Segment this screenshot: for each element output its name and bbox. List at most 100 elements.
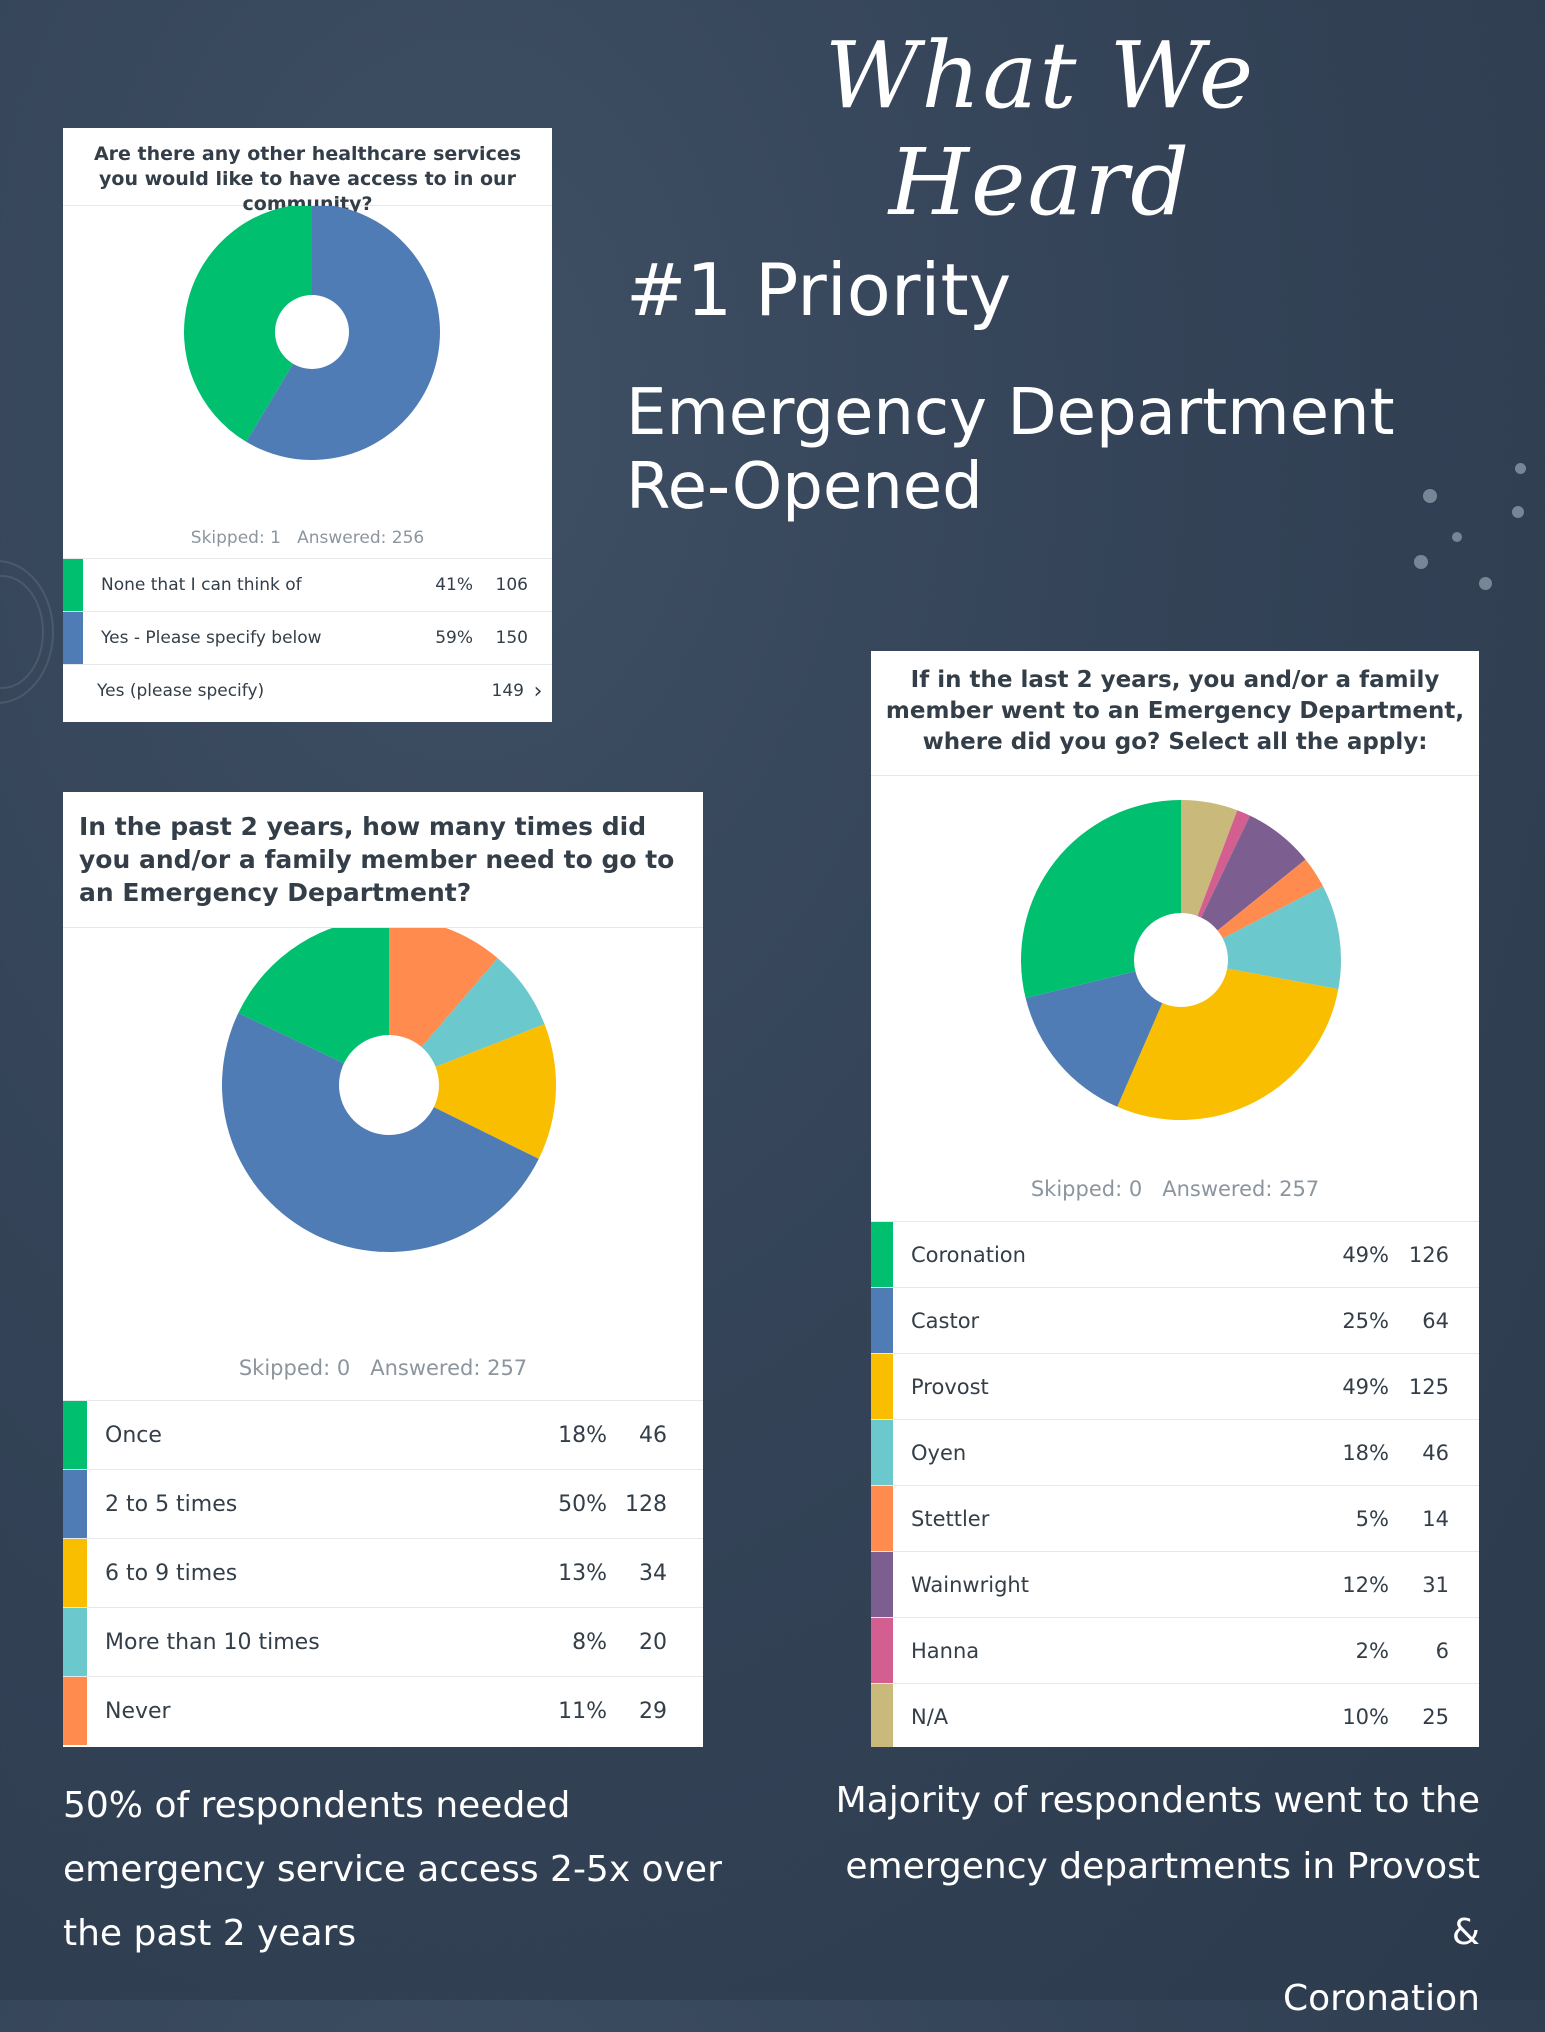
legend-percent: 8% <box>572 1629 607 1655</box>
legend-swatch <box>63 612 83 664</box>
legend-row: Never 11% 29 <box>63 1676 703 1745</box>
legend-percent: 50% <box>558 1491 607 1517</box>
legend-label: Stettler <box>911 1506 990 1531</box>
other-responses-label: Yes (please specify) <box>97 681 265 701</box>
priority-heading: #1 Priority <box>626 248 1012 332</box>
chevron-right-icon[interactable]: › <box>533 678 543 704</box>
legend-swatch <box>871 1486 893 1551</box>
pie-slice-more-than-10-times <box>389 958 545 1085</box>
legend-swatch <box>871 1552 893 1617</box>
legend-row: Oyen 18% 46 <box>871 1419 1479 1485</box>
legend-percent: 2% <box>1355 1638 1389 1663</box>
legend-swatch <box>871 1288 893 1353</box>
caption-right: Majority of respondents went to the emer… <box>820 1768 1480 2032</box>
decorative-dot <box>1512 506 1524 518</box>
legend-count: 106 <box>495 575 528 595</box>
legend-row: Castor 25% 64 <box>871 1287 1479 1353</box>
caption-left: 50% of respondents needed emergency serv… <box>63 1785 722 1954</box>
legend-row: 2 to 5 times 50% 128 <box>63 1469 703 1538</box>
survey-question: Are there any other healthcare services … <box>63 128 552 215</box>
legend-count: 29 <box>639 1698 667 1724</box>
legend-swatch <box>63 1677 87 1745</box>
legend-percent: 25% <box>1342 1308 1389 1333</box>
pie-slice-none-that-i-can-think-of <box>184 206 312 442</box>
legend-percent: 59% <box>435 628 473 648</box>
legend-swatch <box>871 1354 893 1419</box>
legend-swatch <box>63 559 83 611</box>
legend-count: 20 <box>639 1629 667 1655</box>
legend-count: 46 <box>1422 1440 1449 1465</box>
legend-label: N/A <box>911 1704 949 1729</box>
legend-swatch <box>871 1684 893 1747</box>
legend-count: 14 <box>1422 1506 1449 1531</box>
page-title: What We Heard <box>824 22 1256 236</box>
legend-label: Coronation <box>911 1242 1026 1267</box>
decorative-dot <box>1414 555 1428 569</box>
survey-card-services: Are there any other healthcare services … <box>63 128 552 722</box>
decorative-dot <box>1515 463 1526 474</box>
headline-line-1: Emergency Department <box>626 376 1395 450</box>
decorative-dot <box>1479 577 1492 590</box>
legend-count: 150 <box>495 628 528 648</box>
survey-card-ed-visits: In the past 2 years, how many times did … <box>63 792 703 1747</box>
legend-row: Yes - Please specify below 59% 150 <box>63 611 552 664</box>
legend-label: 6 to 9 times <box>105 1560 238 1586</box>
legend-count: 31 <box>1422 1572 1449 1597</box>
legend-percent: 12% <box>1342 1572 1389 1597</box>
pie-chart <box>1021 800 1341 1120</box>
decorative-dot <box>1423 489 1437 503</box>
legend-percent: 5% <box>1355 1506 1389 1531</box>
survey-question: In the past 2 years, how many times did … <box>63 792 703 928</box>
legend-row: Stettler 5% 14 <box>871 1485 1479 1551</box>
legend-percent: 18% <box>558 1422 607 1448</box>
pie-slice-wainwright <box>1181 815 1306 960</box>
legend-row: Wainwright 12% 31 <box>871 1551 1479 1617</box>
legend-percent: 41% <box>435 575 473 595</box>
decorative-dot <box>1452 532 1462 542</box>
legend-row: Once 18% 46 <box>63 1400 703 1469</box>
legend-count: 34 <box>639 1560 667 1586</box>
pie-center-hole <box>1134 913 1228 1007</box>
legend-label: None that I can think of <box>101 575 302 595</box>
legend-swatch <box>63 1470 87 1538</box>
survey-card-ed-locations: If in the last 2 years, you and/or a fam… <box>871 651 1479 1747</box>
legend-percent: 13% <box>558 1560 607 1586</box>
legend-count: 64 <box>1422 1308 1449 1333</box>
pie-center-hole <box>275 295 349 369</box>
legend-label: 2 to 5 times <box>105 1491 238 1517</box>
survey-question: If in the last 2 years, you and/or a fam… <box>871 651 1479 776</box>
legend-swatch <box>63 1401 87 1469</box>
legend-label: Yes - Please specify below <box>101 628 322 648</box>
other-responses-row[interactable]: Yes (please specify) 149 › <box>63 664 552 717</box>
legend-label: Hanna <box>911 1638 980 1663</box>
legend-count: 25 <box>1422 1704 1449 1729</box>
caption-right-line-2: emergency departments in Provost & <box>845 1846 1480 1953</box>
legend-label: Provost <box>911 1374 989 1399</box>
legend-percent: 18% <box>1342 1440 1389 1465</box>
legend-row: 6 to 9 times 13% 34 <box>63 1538 703 1607</box>
pie-slice-castor <box>1025 960 1181 1107</box>
pie-slice-6-to-9-times <box>389 1024 556 1159</box>
legend-row: None that I can think of 41% 106 <box>63 558 552 611</box>
legend-label: Oyen <box>911 1440 967 1465</box>
other-responses-count: 149 <box>491 681 524 701</box>
legend-percent: 11% <box>558 1698 607 1724</box>
legend-label: Never <box>105 1698 171 1724</box>
legend-row: N/A 10% 25 <box>871 1683 1479 1747</box>
legend-row: Hanna 2% 6 <box>871 1617 1479 1683</box>
headline: Emergency Department Re-Opened <box>626 376 1395 524</box>
legend-swatch <box>871 1222 893 1287</box>
caption-right-line-3: Coronation <box>1282 1978 1480 2019</box>
legend-percent: 49% <box>1342 1242 1389 1267</box>
legend-row: Coronation 49% 126 <box>871 1221 1479 1287</box>
legend-swatch <box>63 1608 87 1676</box>
headline-line-2: Re-Opened <box>626 450 983 524</box>
legend-label: Wainwright <box>911 1572 1029 1597</box>
pie-chart <box>221 928 556 1253</box>
pie-slice-once <box>238 928 389 1085</box>
legend-count: 125 <box>1408 1374 1449 1399</box>
legend-count: 6 <box>1435 1638 1449 1663</box>
legend-row: Provost 49% 125 <box>871 1353 1479 1419</box>
legend-row: More than 10 times 8% 20 <box>63 1607 703 1676</box>
legend-swatch <box>871 1618 893 1683</box>
